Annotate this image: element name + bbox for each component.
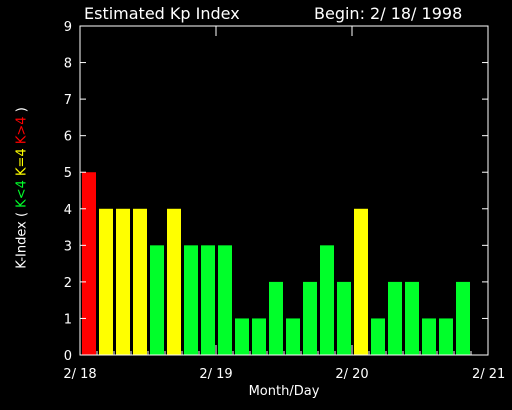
bar (354, 208, 368, 355)
bar (337, 281, 351, 355)
y-tick-label: 9 (64, 20, 72, 35)
bar (116, 208, 130, 355)
bar (167, 208, 181, 355)
chart-title: Estimated Kp Index (84, 4, 240, 23)
y-tick-label: 3 (64, 239, 72, 254)
bar (201, 245, 215, 355)
y-tick-label: 5 (64, 166, 72, 181)
y-tick-label: 4 (64, 203, 72, 218)
bar (286, 318, 300, 355)
bar (388, 281, 402, 355)
bar (439, 318, 453, 355)
bar (252, 318, 266, 355)
bar (303, 281, 317, 355)
y-tick-label: 2 (64, 276, 72, 291)
bar (133, 208, 147, 355)
x-tick-label: 2/ 21 (472, 367, 505, 382)
bar (82, 172, 96, 355)
bar (99, 208, 113, 355)
bar (422, 318, 436, 355)
bar (218, 245, 232, 355)
y-tick-label: 8 (64, 57, 72, 72)
bar (150, 245, 164, 355)
y-tick-label: 1 (64, 312, 72, 327)
bar (269, 281, 283, 355)
bar (184, 245, 198, 355)
x-tick-label: 2/ 18 (63, 367, 96, 382)
bar (235, 318, 249, 355)
bar (371, 318, 385, 355)
x-axis-label: Month/Day (249, 384, 320, 399)
y-tick-label: 6 (64, 130, 72, 145)
x-tick-label: 2/ 20 (335, 367, 368, 382)
chart-subtitle: Begin: 2/ 18/ 1998 (314, 4, 463, 23)
y-tick-label: 7 (64, 93, 72, 108)
bar (320, 245, 334, 355)
x-tick-label: 2/ 19 (199, 367, 232, 382)
y-tick-label: 0 (64, 349, 72, 364)
bar (405, 281, 419, 355)
bar (456, 281, 470, 355)
